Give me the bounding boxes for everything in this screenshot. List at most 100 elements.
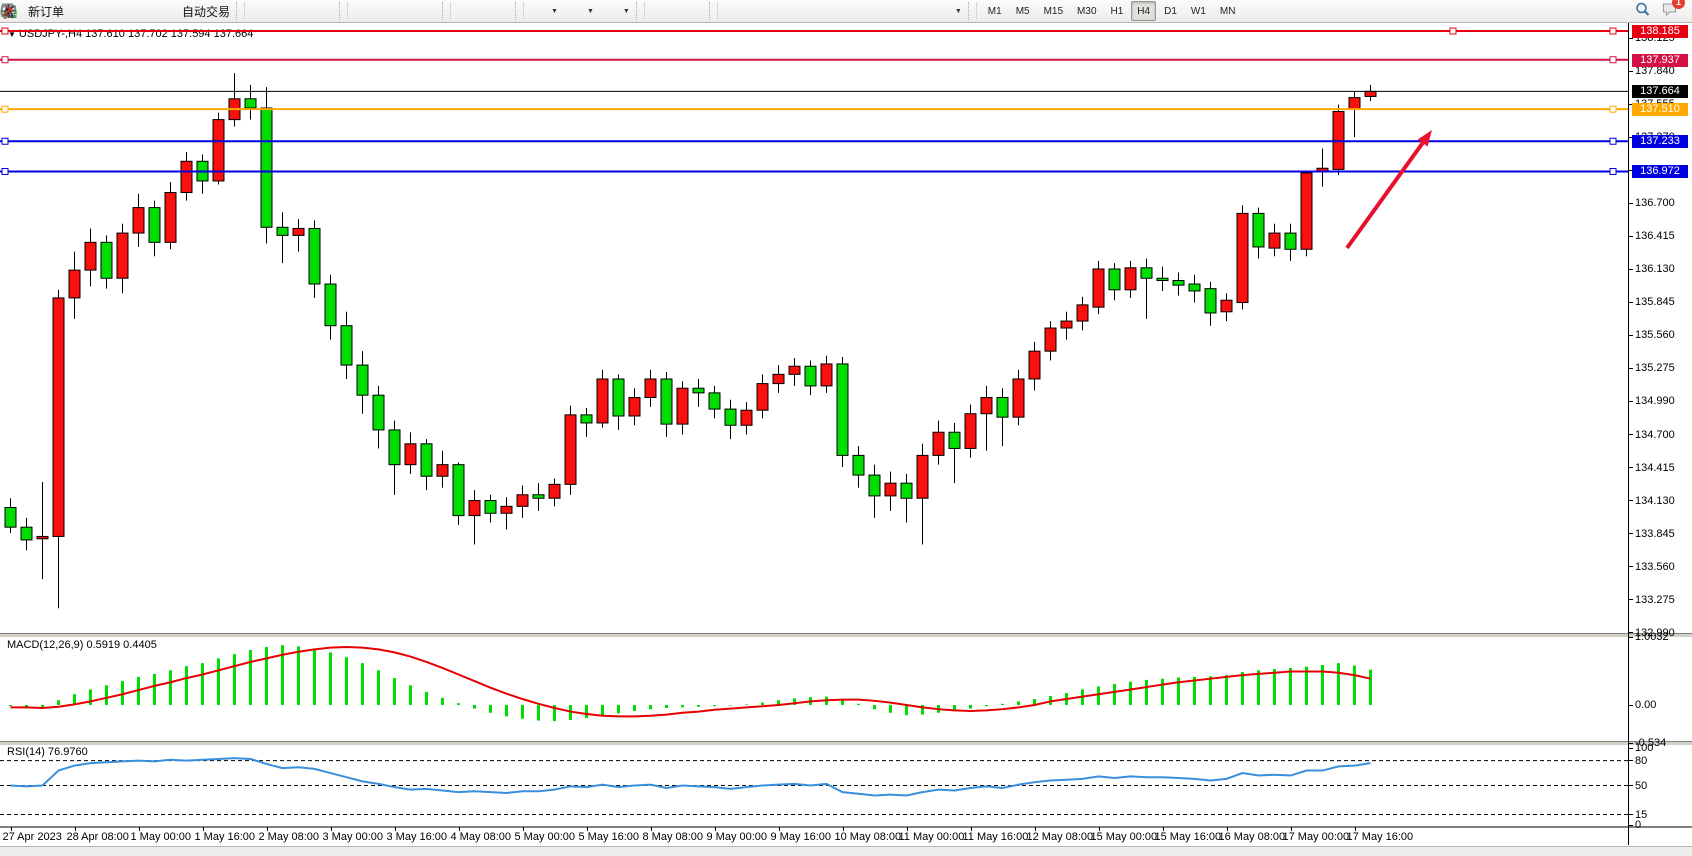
candle-up — [788, 365, 801, 375]
zoom-out-button[interactable] — [2, 0, 410, 22]
time-tick — [586, 827, 588, 831]
time-tick — [74, 827, 76, 831]
zoom-in-button[interactable] — [2, 0, 380, 22]
trendline-button[interactable] — [2, 0, 810, 22]
candle-up — [1060, 320, 1073, 329]
line-handle[interactable] — [1609, 105, 1617, 113]
vertical-line-button[interactable] — [7, 0, 750, 22]
line-chart-button[interactable] — [1, 0, 337, 22]
line-handle[interactable] — [1609, 56, 1617, 64]
candle-down — [100, 241, 113, 279]
chart-shift-button[interactable] — [4, 0, 513, 22]
time-tick — [1290, 827, 1292, 831]
price-tick: 134.700 — [1629, 429, 1675, 441]
notification-badge: 1 — [1672, 0, 1685, 9]
candle-down — [724, 408, 737, 426]
line-handle[interactable] — [1, 27, 9, 35]
candle-down — [868, 474, 881, 497]
indicators-button[interactable]: ▼ — [1, 0, 562, 22]
time-tick — [522, 827, 524, 831]
line-handle[interactable] — [1609, 137, 1617, 145]
timeframe-button-h1[interactable]: H1 — [1110, 5, 1124, 17]
pane-resize-handle-macd[interactable] — [0, 633, 1692, 638]
chevron-down-icon[interactable]: ▼ — [954, 7, 962, 15]
templates-button[interactable]: ▼ — [2, 0, 634, 22]
horizontal-line-button[interactable] — [2, 0, 780, 22]
chevron-down-icon[interactable]: ▼ — [586, 7, 594, 15]
line-handle[interactable] — [1449, 27, 1457, 35]
search-icon[interactable] — [1634, 1, 1651, 22]
signals-button[interactable] — [0, 0, 158, 22]
timeframe-button-m30[interactable]: M30 — [1077, 5, 1097, 17]
cursor-icon — [5, 3, 668, 19]
time-tick — [202, 827, 204, 831]
timeframe-button-mn[interactable]: MN — [1219, 5, 1236, 17]
search-icon — [1634, 1, 1651, 17]
trend-arrow[interactable] — [1345, 141, 1425, 250]
timeframe-button-h4[interactable]: H4 — [1131, 1, 1157, 21]
text-t-icon: T — [2, 3, 921, 19]
svg-text:T: T — [6, 6, 13, 18]
periods-button[interactable]: ▼ — [1, 0, 598, 22]
line-handle[interactable] — [1, 105, 9, 113]
cursor-button[interactable] — [5, 0, 677, 22]
toolbar-separator — [442, 2, 452, 20]
styler-button[interactable] — [2, 0, 98, 22]
line-handle[interactable] — [1, 137, 9, 145]
fibonacci-button[interactable]: F — [2, 0, 870, 22]
text-button[interactable]: A — [5, 0, 900, 22]
candle-down — [996, 396, 1009, 418]
price-tick: 135.275 — [1629, 362, 1675, 374]
chevron-down-icon[interactable]: ▼ — [8, 30, 16, 39]
zoom-out-icon — [2, 3, 401, 19]
label-button[interactable]: T — [2, 0, 930, 22]
price-tick: 135.560 — [1629, 329, 1675, 341]
text-a-icon: A — [5, 3, 891, 19]
bar-chart-button[interactable] — [2, 0, 277, 22]
trend-arrow-head — [1417, 130, 1432, 147]
crosshair-button[interactable] — [1, 0, 707, 22]
candle-down — [692, 387, 705, 394]
publisher-button[interactable] — [2, 0, 128, 22]
trendline-icon — [2, 3, 801, 19]
line-handle[interactable] — [1, 56, 9, 64]
timeframe-button-m5[interactable]: M5 — [1015, 5, 1030, 17]
candlestick-button[interactable] — [3, 0, 307, 22]
macd-pane[interactable] — [0, 637, 1628, 741]
chevron-down-icon[interactable]: ▼ — [622, 7, 630, 15]
price-tick: -0.534 — [1629, 737, 1666, 749]
timeframe-button-m15[interactable]: M15 — [1043, 5, 1064, 17]
indicators-icon — [1, 3, 547, 19]
pane-resize-handle-rsi[interactable] — [0, 741, 1692, 746]
toolbar-separator — [635, 2, 645, 20]
time-label: 4 May 08:00 — [450, 831, 512, 843]
candle-down — [452, 464, 465, 517]
auto-trading-button[interactable]: 自动交易 — [1, 0, 234, 22]
time-tick — [906, 827, 908, 831]
time-tick — [842, 827, 844, 831]
line-handle[interactable] — [1609, 167, 1617, 175]
main-price-chart[interactable] — [0, 25, 1628, 633]
timeframe-button-m1[interactable]: M1 — [987, 5, 1002, 17]
time-label: 15 May 00:00 — [1090, 831, 1158, 843]
chevron-down-icon[interactable]: ▼ — [551, 7, 558, 15]
rsi-pane[interactable] — [0, 744, 1692, 828]
line-handle[interactable] — [1609, 27, 1617, 35]
line-handle[interactable] — [1, 167, 9, 175]
candle-up — [1220, 299, 1233, 313]
arrows-button[interactable]: ▼ — [2, 0, 966, 22]
time-tick — [1034, 827, 1036, 831]
timeframe-button-d1[interactable]: D1 — [1164, 5, 1177, 17]
price-tick: 132.990 — [1629, 627, 1675, 639]
candle-down — [660, 378, 673, 425]
zoom-in-icon — [2, 3, 371, 19]
tile-windows-button[interactable] — [2, 0, 440, 22]
auto-scroll-button[interactable] — [1, 0, 483, 22]
chat-icon[interactable]: 1 — [1661, 0, 1685, 22]
candle-down — [1188, 283, 1201, 292]
candle-up — [820, 363, 833, 387]
bottom-scroll-strip[interactable] — [0, 846, 1692, 856]
channel-button[interactable]: E — [2, 0, 840, 22]
time-label: 9 May 00:00 — [706, 831, 768, 843]
timeframe-button-w1[interactable]: W1 — [1190, 5, 1206, 17]
